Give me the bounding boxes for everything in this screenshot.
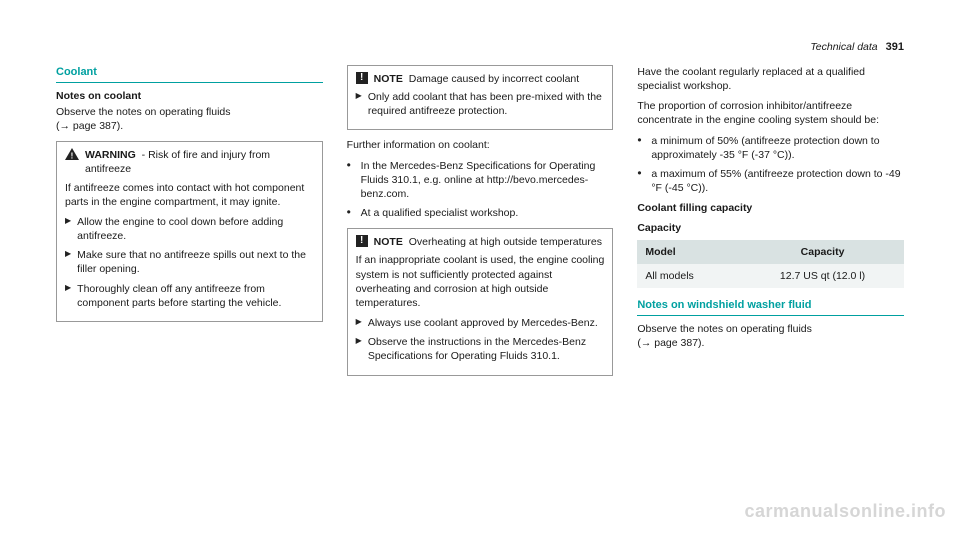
further-info-heading: Further information on coolant:: [347, 138, 614, 152]
table-header-row: Model Capacity: [637, 240, 904, 264]
washer-page-387-reference: (→ page 387).: [637, 337, 704, 349]
washer-fluid-heading: Notes on windshield washer fluid: [637, 298, 904, 316]
mix-ratio-text: a minimum of 50% (antifreeze protection …: [651, 134, 904, 162]
mix-ratio-list: a minimum of 50% (antifreeze protection …: [637, 134, 904, 196]
further-info-item: At a qualified specialist workshop.: [347, 206, 614, 220]
column-3: Have the coolant regularly replaced at a…: [637, 65, 904, 384]
note2-label: NOTE: [374, 236, 403, 248]
intro-line-1: Observe the notes on operating fluids: [56, 106, 231, 118]
note1-instructions: Only add coolant that has been pre-mixed…: [356, 90, 605, 118]
note2-step-text: Observe the instructions in the Mercedes…: [368, 335, 605, 363]
note1-step: Only add coolant that has been pre-mixed…: [356, 90, 605, 118]
coolant-capacity-heading: Coolant filling capacity: [637, 201, 904, 215]
page-header: Technical data 391: [56, 40, 904, 55]
proportion-paragraph: The proportion of corrosion inhibitor/an…: [637, 99, 904, 127]
warning-box: ! WARNING ‑ Risk of fire and injury from…: [56, 141, 323, 322]
warning-step: Allow the engine to cool down before add…: [65, 215, 314, 243]
page-container: Technical data 391 Coolant Notes on cool…: [0, 0, 960, 414]
note2-step: Observe the instructions in the Mercedes…: [356, 335, 605, 363]
warning-instructions: Allow the engine to cool down before add…: [65, 215, 314, 310]
further-info-list: In the Mercedes-Benz Specifications for …: [347, 159, 614, 221]
further-info-item: In the Mercedes-Benz Specifications for …: [347, 159, 614, 202]
washer-operating-fluids-note: Observe the notes on operating fluids (→…: [637, 322, 904, 350]
note1-head: ! NOTE Damage caused by incorrect coolan…: [356, 72, 605, 86]
page-387-reference: (→ page 387).: [56, 120, 123, 132]
warning-step: Make sure that no antifreeze spills out …: [65, 248, 314, 276]
mix-ratio-item: a maximum of 55% (antifreeze protection …: [637, 167, 904, 195]
capacity-table: Model Capacity All models 12.7 US qt (12…: [637, 240, 904, 288]
table-head-model: Model: [637, 240, 741, 264]
further-info-text: At a qualified specialist workshop.: [361, 206, 614, 220]
note-box-overheating: ! NOTE Overheating at high outside tempe…: [347, 228, 614, 375]
warning-box-head: ! WARNING ‑ Risk of fire and injury from…: [65, 148, 314, 176]
operating-fluids-note: Observe the notes on operating fluids (→…: [56, 105, 323, 133]
svg-text:!: !: [71, 152, 74, 161]
washer-line-1: Observe the notes on operating fluids: [637, 323, 812, 335]
note1-step-text: Only add coolant that has been pre-mixed…: [368, 90, 605, 118]
note2-head-text: NOTE Overheating at high outside tempera…: [374, 235, 605, 249]
note1-label: NOTE: [374, 73, 403, 85]
capacity-subheading: Capacity: [637, 221, 904, 235]
warning-head-text: WARNING ‑ Risk of fire and injury from a…: [85, 148, 314, 176]
further-info-text: In the Mercedes-Benz Specifications for …: [361, 159, 614, 202]
replace-coolant-paragraph: Have the coolant regularly replaced at a…: [637, 65, 904, 93]
coolant-heading: Coolant: [56, 65, 323, 83]
note2-title-rest: Overheating at high outside temperatures: [406, 236, 602, 248]
note-box-incorrect-coolant: ! NOTE Damage caused by incorrect coolan…: [347, 65, 614, 131]
mix-ratio-text: a maximum of 55% (antifreeze protection …: [651, 167, 904, 195]
note2-head: ! NOTE Overheating at high outside tempe…: [356, 235, 605, 249]
note-exclamation-icon: !: [356, 72, 368, 84]
header-section: Technical data: [810, 40, 877, 54]
note2-step: Always use coolant approved by Mercedes-…: [356, 316, 605, 330]
watermark-text: carmanualsonline.info: [744, 499, 946, 523]
column-2: ! NOTE Damage caused by incorrect coolan…: [347, 65, 614, 384]
notes-on-coolant-subhead: Notes on coolant: [56, 89, 323, 103]
note-exclamation-icon: !: [356, 235, 368, 247]
mix-ratio-item: a minimum of 50% (antifreeze protection …: [637, 134, 904, 162]
table-cell-capacity: 12.7 US qt (12.0 l): [741, 264, 904, 288]
warning-paragraph: If antifreeze comes into contact with ho…: [65, 181, 314, 209]
note2-step-text: Always use coolant approved by Mercedes-…: [368, 316, 605, 330]
warning-step-text: Thoroughly clean off any antifreeze from…: [77, 282, 314, 310]
content-columns: Coolant Notes on coolant Observe the not…: [56, 65, 904, 384]
note2-instructions: Always use coolant approved by Mercedes-…: [356, 316, 605, 364]
warning-step: Thoroughly clean off any antifreeze from…: [65, 282, 314, 310]
column-1: Coolant Notes on coolant Observe the not…: [56, 65, 323, 384]
table-row: All models 12.7 US qt (12.0 l): [637, 264, 904, 288]
header-page-number: 391: [886, 40, 904, 55]
note1-head-text: NOTE Damage caused by incorrect coolant: [374, 72, 605, 86]
warning-label: WARNING: [85, 149, 136, 161]
warning-triangle-icon: !: [65, 148, 79, 160]
note2-paragraph: If an inappropriate coolant is used, the…: [356, 253, 605, 310]
warning-step-text: Make sure that no antifreeze spills out …: [77, 248, 314, 276]
note1-title-rest: Damage caused by incorrect coolant: [406, 73, 579, 85]
table-cell-model: All models: [637, 264, 741, 288]
warning-step-text: Allow the engine to cool down before add…: [77, 215, 314, 243]
table-head-capacity: Capacity: [741, 240, 904, 264]
